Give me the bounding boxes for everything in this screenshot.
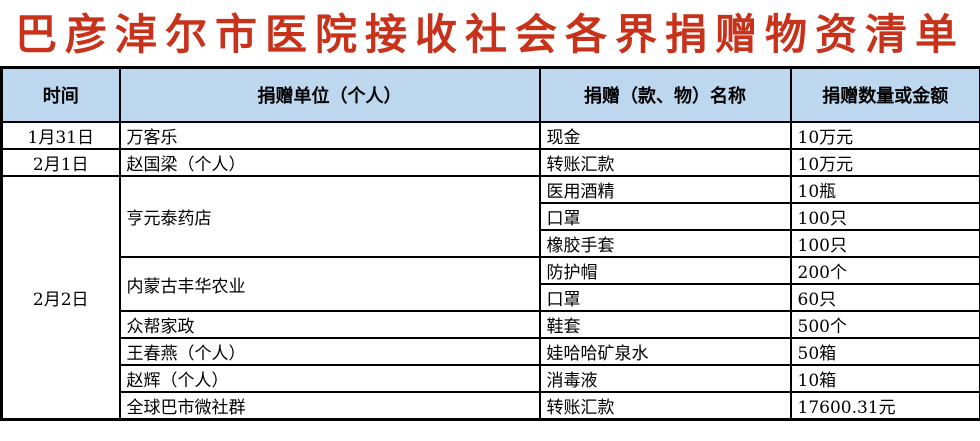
donor-cell: 众帮家政 [118, 310, 541, 339]
table-row: 2月2日 亨元泰药店 医用酒精 10瓶 [0, 175, 980, 421]
quantity-cell: 17600.31元 [789, 391, 980, 421]
item-cell: 医用酒精 [538, 175, 792, 204]
table-row: 橡胶手套 100只 [2, 229, 980, 258]
item-cell: 消毒液 [538, 364, 792, 393]
quantity-cell: 10瓶 [789, 175, 980, 204]
table-row: 1月31日 万客乐 现金 10万元 [0, 121, 980, 150]
quantity-cell: 100只 [789, 229, 980, 258]
item-cell: 转账汇款 [538, 148, 792, 177]
header-item: 捐赠（款、物）名称 [538, 66, 792, 123]
quantity-cell: 60只 [789, 283, 980, 312]
quantity-cell: 10万元 [789, 121, 980, 150]
quantity-cell: 200个 [789, 256, 980, 285]
quantity-cell: 50箱 [789, 337, 980, 366]
quantity-cell: 10万元 [789, 148, 980, 177]
date-cell: 1月31日 [0, 121, 121, 150]
item-cell: 娃哈哈矿泉水 [538, 337, 792, 366]
table-row: 众帮家政 鞋套 500个 [2, 310, 980, 339]
donor-cell: 王春燕（个人） [118, 337, 541, 366]
table-row: 王春燕（个人） 娃哈哈矿泉水 50箱 [2, 337, 980, 366]
quantity-cell: 500个 [789, 310, 980, 339]
item-cell: 口罩 [538, 202, 792, 231]
item-cell: 转账汇款 [538, 391, 792, 421]
header-donor: 捐赠单位（个人） [118, 66, 541, 123]
item-cell: 鞋套 [538, 310, 792, 339]
table-row: 内蒙古丰华农业 防护帽 200个 [2, 256, 980, 312]
header-date: 时间 [0, 66, 121, 123]
quantity-cell: 100只 [789, 202, 980, 231]
item-cell: 现金 [538, 121, 792, 150]
date-cell: 2月2日 [0, 175, 121, 421]
page-title: 巴彦淖尔市医院接收社会各界捐赠物资清单 [14, 10, 965, 59]
table-row: 口罩 60只 [2, 283, 980, 312]
table-row: 全球巴市微社群 转账汇款 17600.31元 [2, 391, 980, 421]
date-cell: 2月1日 [0, 148, 121, 177]
donor-cell: 万客乐 [118, 121, 541, 150]
item-cell: 口罩 [538, 283, 792, 312]
donor-cell: 内蒙古丰华农业 [118, 256, 541, 312]
donor-cell: 赵辉（个人） [118, 364, 541, 393]
item-cell: 防护帽 [538, 256, 792, 285]
donor-cell: 全球巴市微社群 [118, 391, 541, 421]
table-header-row: 时间 捐赠单位（个人） 捐赠（款、物）名称 捐赠数量或金额 [0, 66, 980, 123]
header-quantity: 捐赠数量或金额 [789, 66, 980, 123]
quantity-cell: 10箱 [789, 364, 980, 393]
donation-table: 时间 捐赠单位（个人） 捐赠（款、物）名称 捐赠数量或金额 1月31日 万客乐 … [0, 66, 980, 421]
item-cell: 橡胶手套 [538, 229, 792, 258]
donor-cell: 赵国梁（个人） [118, 148, 541, 177]
table-row: 赵辉（个人） 消毒液 10箱 [2, 364, 980, 393]
table-row: 口罩 100只 [2, 202, 980, 231]
table-row: 2月1日 赵国梁（个人） 转账汇款 10万元 [0, 148, 980, 177]
donor-cell: 亨元泰药店 [118, 175, 541, 258]
